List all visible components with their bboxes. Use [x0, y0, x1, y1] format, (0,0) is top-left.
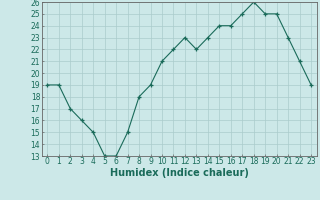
X-axis label: Humidex (Indice chaleur): Humidex (Indice chaleur)	[110, 168, 249, 178]
